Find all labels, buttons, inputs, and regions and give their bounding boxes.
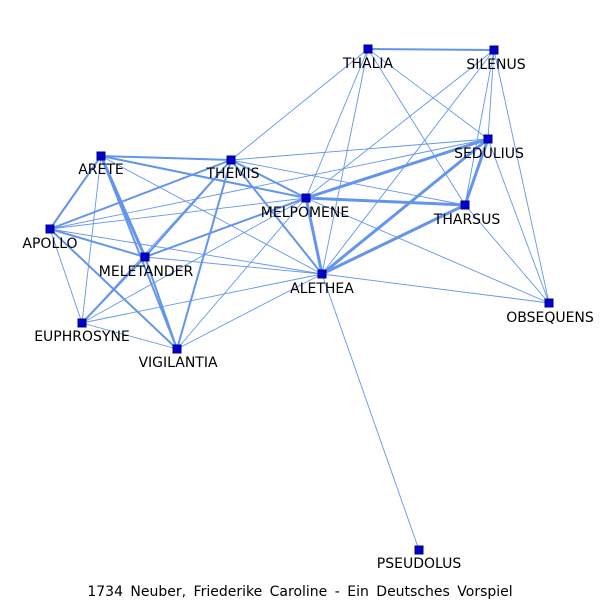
edge-melpomene-alethea [304, 196, 324, 276]
edge-alethea-vigilantia [176, 273, 323, 350]
edge-silenus-obsequens [493, 49, 550, 304]
edge-sedulius-themis [230, 138, 489, 161]
edge-silenus-sedulius [487, 49, 495, 140]
node-marker-tharsus [460, 200, 470, 210]
edge-meletander-vigilantia [144, 256, 178, 350]
node-alethea: ALETHEA [290, 269, 354, 297]
edge-melpomene-euphrosyne [81, 197, 307, 324]
node-meletander: MELETANDER [99, 252, 194, 280]
node-vigilantia: VIGILANTIA [138, 344, 218, 371]
edge-melpomene-meletander [144, 197, 307, 258]
node-themis: THEMIS [205, 155, 260, 182]
edge-alethea-obsequens [321, 273, 550, 304]
edge-themis-apollo [49, 159, 232, 230]
edge-alethea-pseudolus [321, 273, 420, 551]
edge-apollo-meletander [49, 228, 146, 258]
node-label-euphrosyne: EUPHROSYNE [34, 329, 130, 345]
edge-arete-apollo [49, 155, 102, 230]
node-label-tharsus: THARSUS [433, 212, 501, 228]
edge-melpomene-vigilantia [176, 197, 307, 350]
edge-thalia-melpomene [305, 48, 369, 199]
node-label-alethea: ALETHEA [290, 281, 354, 297]
node-thalia: THALIA [342, 44, 394, 72]
edge-themis-tharsus [230, 159, 466, 206]
node-marker-arete [96, 151, 106, 161]
edge-thalia-themis [230, 48, 369, 161]
edge-apollo-alethea [49, 228, 323, 275]
node-sedulius: SEDULIUS [454, 134, 524, 162]
node-label-sedulius: SEDULIUS [454, 146, 524, 162]
node-silenus: SILENUS [466, 45, 526, 73]
node-melpomene: MELPOMENE [261, 193, 349, 221]
edge-meletander-alethea [144, 256, 323, 275]
edge-themis-melpomene [230, 159, 307, 199]
node-arete: ARETE [78, 151, 124, 178]
node-label-themis: THEMIS [205, 166, 259, 182]
node-marker-silenus [489, 45, 499, 55]
node-marker-pseudolus [414, 545, 424, 555]
node-marker-thalia [363, 44, 373, 54]
edge-arete-alethea [100, 155, 323, 275]
edge-melpomene-tharsus [304, 196, 467, 207]
edge-layer [49, 48, 550, 551]
node-label-vigilantia: VIGILANTIA [138, 355, 218, 371]
node-marker-meletander [140, 252, 150, 262]
edge-thalia-sedulius [367, 48, 489, 140]
edge-silenus-melpomene [305, 49, 495, 199]
edge-tharsus-alethea [320, 203, 467, 276]
node-apollo: APOLLO [22, 224, 78, 252]
node-marker-alethea [317, 269, 327, 279]
edge-arete-euphrosyne [81, 155, 102, 324]
node-label-pseudolus: PSEUDOLUS [377, 556, 462, 572]
edge-sedulius-melpomene [304, 137, 490, 200]
node-label-obsequens: OBSEQUENS [506, 310, 594, 326]
edge-apollo-euphrosyne [49, 228, 83, 324]
edge-euphrosyne-vigilantia [81, 322, 178, 350]
node-label-meletander: MELETANDER [99, 264, 194, 280]
edge-silenus-tharsus [464, 49, 495, 206]
node-marker-sedulius [483, 134, 493, 144]
edge-sedulius-obsequens [487, 138, 550, 304]
node-marker-themis [226, 155, 236, 165]
edge-themis-alethea [230, 159, 323, 275]
node-label-apollo: APOLLO [22, 236, 77, 252]
node-label-melpomene: MELPOMENE [261, 205, 349, 221]
node-pseudolus: PSEUDOLUS [377, 545, 462, 572]
node-euphrosyne: EUPHROSYNE [34, 318, 130, 345]
edge-arete-melpomene [100, 155, 307, 199]
edge-melpomene-obsequens [305, 197, 550, 304]
node-layer: THALIA SILENUS SEDULIUS ARETE THEMIS MELPOMEN… [22, 44, 594, 572]
node-tharsus: THARSUS [433, 200, 501, 228]
edge-arete-themis [100, 155, 232, 161]
node-marker-apollo [45, 224, 55, 234]
node-label-silenus: SILENUS [466, 57, 525, 73]
node-marker-melpomene [301, 193, 311, 203]
edge-silenus-alethea [321, 49, 495, 275]
edge-sedulius-tharsus [463, 137, 490, 207]
edge-tharsus-obsequens [464, 204, 550, 304]
edge-alethea-euphrosyne [81, 273, 323, 324]
node-marker-obsequens [544, 298, 554, 308]
edge-thalia-tharsus [367, 48, 466, 206]
node-label-arete: ARETE [78, 162, 124, 178]
node-marker-euphrosyne [77, 318, 87, 328]
play-caption: 1734 Neuber, Friederike Caroline - Ein D… [87, 584, 512, 600]
node-label-thalia: THALIA [342, 56, 394, 72]
node-obsequens: OBSEQUENS [506, 298, 594, 326]
edge-thalia-alethea [321, 48, 369, 275]
edge-thalia-silenus [367, 48, 495, 51]
edge-sedulius-alethea [320, 137, 490, 276]
edge-meletander-euphrosyne [81, 256, 146, 324]
edge-arete-vigilantia [100, 155, 178, 350]
node-marker-vigilantia [172, 344, 182, 354]
edge-melpomene-apollo [49, 197, 307, 230]
